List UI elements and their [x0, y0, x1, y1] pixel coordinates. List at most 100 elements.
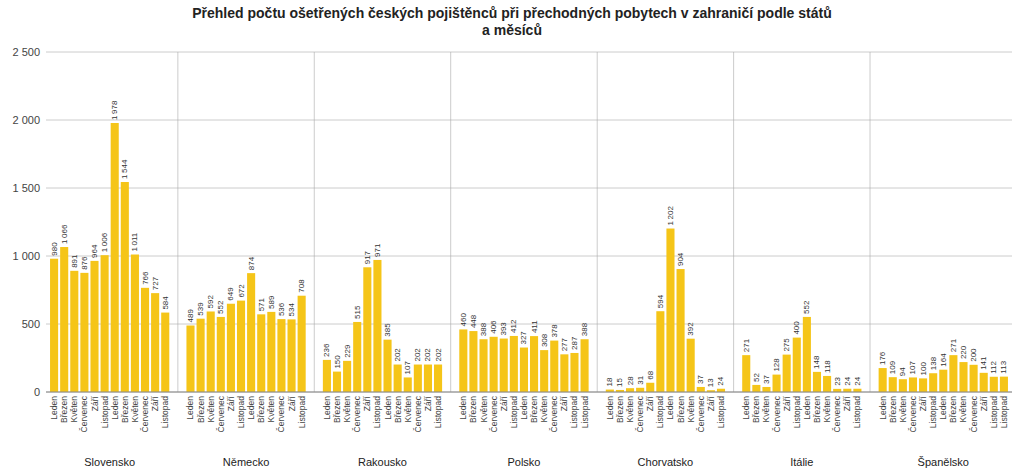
x-tick-label: Listopad	[433, 396, 443, 428]
data-label: 571	[257, 297, 266, 311]
group-label: Polsko	[507, 456, 540, 468]
bar	[813, 372, 821, 392]
group-label: Rakousko	[358, 456, 407, 468]
bar	[500, 339, 508, 392]
data-label: 202	[413, 348, 422, 362]
data-label: 202	[434, 348, 443, 362]
x-tick-label: Listopad	[655, 396, 665, 428]
data-label: 1 006	[100, 232, 109, 252]
data-label: 118	[823, 360, 832, 373]
data-label: 917	[363, 250, 372, 264]
data-label: 388	[580, 322, 589, 336]
data-label: 406	[489, 320, 498, 334]
grid	[46, 52, 1012, 392]
x-tick-label: Březen	[332, 396, 342, 423]
data-label: 1 011	[130, 232, 139, 251]
data-label: 388	[479, 322, 488, 336]
bar	[217, 317, 225, 392]
x-tick-label: Květen	[342, 396, 352, 423]
bar	[783, 355, 791, 392]
bar	[404, 377, 412, 392]
y-tick-label: 1 500	[12, 182, 40, 194]
x-tick-label: Listopad	[160, 396, 170, 428]
x-tick-label: Březen	[529, 396, 539, 423]
bar	[889, 377, 897, 392]
bar	[742, 355, 750, 392]
bar	[879, 368, 887, 392]
x-axis-line	[46, 392, 1012, 393]
x-tick-label: Září	[226, 395, 236, 411]
data-label: 100	[919, 362, 928, 376]
bar	[197, 319, 205, 392]
x-tick-label: Leden	[605, 396, 615, 420]
data-label: 176	[878, 351, 887, 365]
x-tick-label: Září	[782, 395, 792, 411]
bar	[490, 337, 498, 392]
bar	[394, 365, 402, 392]
x-tick-label: Listopad	[569, 396, 579, 428]
y-tick-label: 1 000	[12, 250, 40, 262]
bar	[333, 372, 341, 392]
x-tick-label: Březen	[888, 396, 898, 423]
data-label: 28	[626, 376, 635, 385]
data-label: 24	[853, 376, 862, 385]
x-tick-label: Listopad	[792, 396, 802, 428]
data-label: 287	[570, 336, 579, 350]
data-label: 1 544	[120, 159, 129, 179]
data-label: 392	[686, 322, 695, 336]
bar	[161, 313, 169, 392]
background	[0, 0, 1024, 476]
group-separator	[870, 52, 871, 392]
data-label: 460	[459, 313, 468, 327]
x-tick-label: Červenec	[216, 395, 226, 432]
bar	[141, 288, 149, 392]
data-label: 31	[636, 375, 645, 384]
data-label: 236	[322, 343, 331, 357]
data-label: 164	[939, 353, 948, 367]
bar	[131, 255, 139, 392]
bar	[80, 273, 88, 392]
data-labels: 9801 0668918769641 0061 9781 5441 011766…	[50, 100, 1009, 387]
data-label: 393	[499, 322, 508, 336]
y-tick-label: 0	[34, 386, 40, 398]
bar	[540, 350, 548, 392]
bar	[237, 301, 245, 392]
data-label: 18	[605, 377, 614, 386]
bar	[929, 373, 937, 392]
data-label: 107	[403, 361, 412, 375]
data-label: 37	[696, 375, 705, 384]
data-label: 592	[206, 295, 215, 309]
bar	[560, 354, 568, 392]
y-tick-label: 500	[22, 318, 40, 330]
grid-line	[46, 120, 1012, 121]
x-tick-label: Listopad	[999, 396, 1009, 428]
data-label: 412	[509, 319, 518, 333]
data-label: 202	[393, 348, 402, 362]
x-tick-label: Leden	[519, 396, 529, 420]
data-label: 229	[343, 344, 352, 358]
x-tick-label: Listopad	[716, 396, 726, 428]
bar	[550, 341, 558, 392]
bar	[656, 311, 664, 392]
bar	[469, 331, 477, 392]
bar	[298, 296, 306, 392]
x-tick-label: Květen	[958, 396, 968, 423]
x-tick-label: Leden	[383, 396, 393, 420]
x-tick-label: Leden	[802, 396, 812, 420]
x-tick-label: Leden	[185, 396, 195, 420]
bar	[50, 259, 58, 392]
x-tick-label: Září	[499, 395, 509, 411]
x-tick-label: Květen	[479, 396, 489, 423]
bar	[479, 339, 487, 392]
x-tick-label: Září	[842, 395, 852, 411]
data-label: 23	[833, 376, 842, 385]
bar	[459, 329, 467, 392]
bar	[773, 375, 781, 392]
bar	[70, 271, 78, 392]
data-label: 141	[979, 356, 988, 370]
bar	[697, 387, 705, 392]
data-label: 94	[898, 367, 907, 376]
data-label: 68	[646, 370, 655, 379]
bar	[909, 377, 917, 392]
data-label: 649	[226, 287, 235, 301]
